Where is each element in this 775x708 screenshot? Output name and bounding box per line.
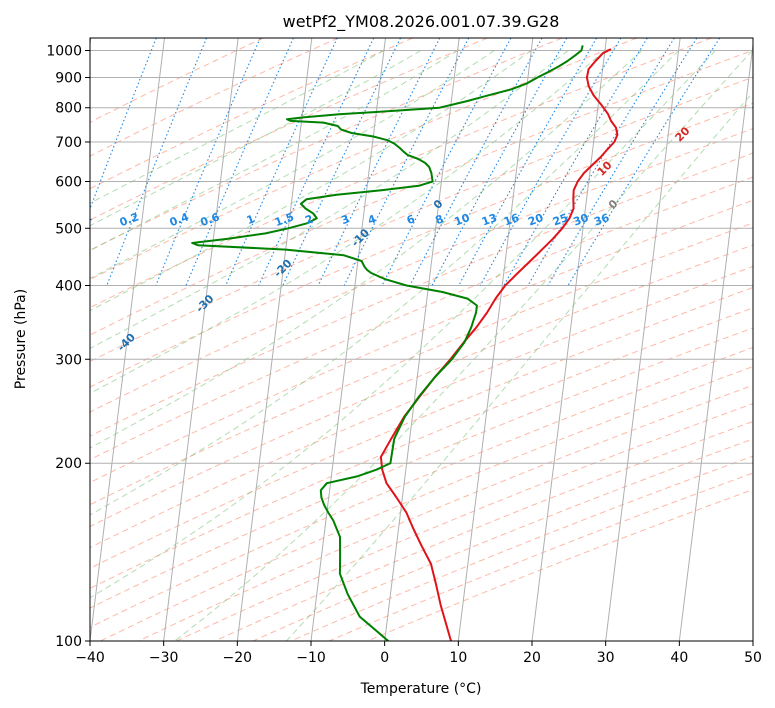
isotherm-line [457,38,534,641]
x-tick-label: 20 [523,650,541,666]
x-tick-label: −10 [296,650,326,666]
isotherm-line [531,38,607,641]
y-tick-label: 400 [55,278,82,294]
x-tick-label: −30 [149,650,179,666]
profile-lines [191,45,619,641]
mixing-ratio-line [258,38,375,286]
axes: −40 −30 −20 −10 0 10 20 30 40 5010020030040050060… [46,44,762,666]
isotherm-line [163,38,239,641]
moist-adiabat-line [90,50,458,252]
dry-adiabat-line [90,38,563,251]
dry-adiabat-line [90,346,753,628]
mixing-ratio-line [225,38,338,286]
mixing-ratio-line [431,38,568,286]
moist-adiabat-line [90,50,643,449]
mixing-ratio-line [458,38,598,286]
y-tick-label: 500 [55,221,82,237]
mixing-ratio-label: 6 [405,212,417,227]
x-tick-label: 50 [744,650,762,666]
plot-frame [89,37,754,642]
isotherm-line [90,38,165,641]
dry-adiabat-line [90,102,753,388]
mixing-ratio-label: 1.5 [273,210,296,229]
dewpoint-profile-line [191,45,584,641]
mixing-ratio-label: 0.1 [71,210,94,229]
mixing-ratio-line [409,38,543,286]
isotherm-line [310,38,386,641]
temperature-profile-line [379,48,619,641]
x-axis-title: Temperature (°C) [360,681,482,697]
moist-adiabat-line [90,50,679,516]
mixing-ratio-label: 0.2 [118,210,141,229]
y-tick-label: 1000 [46,44,82,60]
mixing-ratio-line [547,38,698,286]
mixing-ratio-label: 0.6 [199,210,222,229]
mixing-ratio-label: 36 [592,211,611,229]
y-tick-label: 200 [55,456,82,472]
x-tick-label: 30 [597,650,615,666]
moist-adiabat-line [286,91,753,641]
x-tick-label: 40 [670,650,688,666]
mixing-ratio-line [567,38,721,286]
moist-adiabat-line [90,50,532,312]
x-tick-label: 10 [449,650,467,666]
y-axis-title: Pressure (hPa) [13,289,29,389]
mixing-ratio-label: 10 [453,211,472,229]
dry-adiabat-line [90,152,753,437]
moist-adiabat-line [90,50,495,280]
y-tick-label: 700 [55,135,82,151]
moist-adiabat-line [90,50,569,350]
y-tick-label: 900 [55,71,82,87]
moist-adiabat-line [90,50,385,204]
mixing-ratio-label: 1 [245,212,257,227]
mixing-ratio-line [479,38,622,286]
moist-adiabat-line [174,50,753,641]
dry-adiabat-line [90,199,753,484]
mixing-ratio-label: 20 [526,211,545,229]
dry-adiabat-line [90,38,413,190]
mixing-ratio-label: 16 [502,211,521,229]
dry-adiabat-line [138,384,753,641]
dry-adiabat-line [90,222,753,506]
mixing-ratio-label: 13 [480,211,499,228]
isotherm-line [678,40,753,641]
dry-adiabat-line [90,327,753,609]
mixing-ratio-label: 3 [340,212,352,227]
moist-adiabat-line [90,50,716,599]
x-tick-label: −20 [223,650,253,666]
y-tick-label: 100 [55,634,82,650]
y-tick-label: 300 [55,352,82,368]
mixing-ratio-label: 8 [434,212,446,227]
mixing-ratio-label: 4 [366,212,378,227]
isotherm-line [236,38,313,641]
mixing-ratio-line [343,38,470,286]
x-tick-label: 0 [380,650,389,666]
dry-adiabat-line [90,127,753,413]
dry-adiabat-line [90,76,753,363]
moist-adiabat-label: 30 [750,96,770,116]
moist-adiabat-line [90,50,606,395]
mixing-ratio-label: 30 [572,211,591,229]
moist-adiabat-line [90,50,422,227]
mixing-ratio-line [503,38,648,286]
dry-adiabat-line [90,286,753,569]
isotherm-line [384,38,460,641]
mixing-ratio-label: 25 [551,211,570,228]
mixing-ratio-label: 2 [303,212,315,227]
mixing-ratio-line [527,38,675,286]
dry-adiabat-line [90,38,339,157]
y-tick-label: 600 [55,175,82,191]
dry-adiabat-line [90,176,753,461]
x-tick-label: −40 [75,650,105,666]
isotherm-line [605,38,681,641]
chart-title: wetPf2_YM08.2026.001.07.39.G28 [283,12,560,32]
y-tick-label: 800 [55,101,82,117]
background-lines [90,38,753,641]
mixing-ratio-label: 0.4 [168,210,191,229]
mixing-ratio-line [106,38,208,286]
